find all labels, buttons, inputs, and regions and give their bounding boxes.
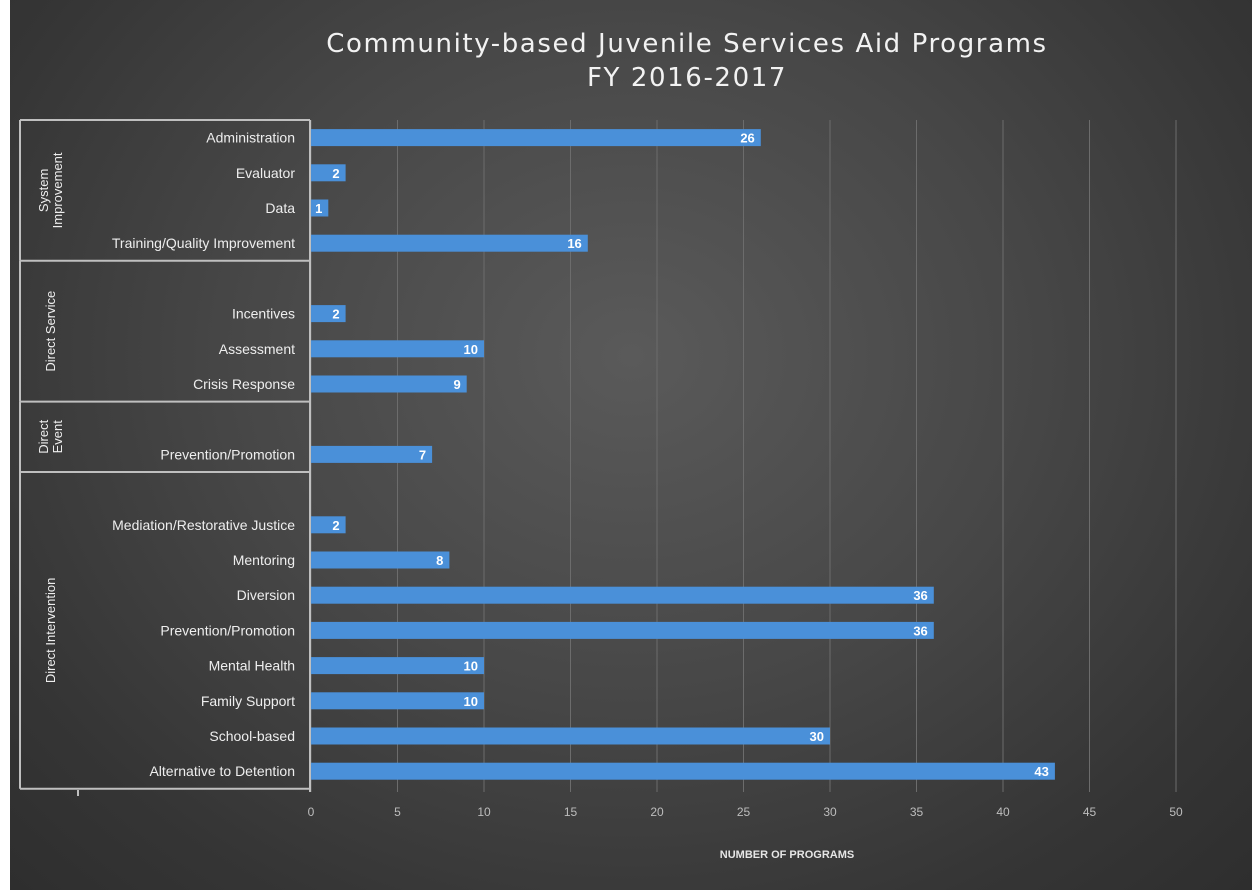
group-brackets <box>19 119 311 796</box>
category-label: Administration <box>206 130 295 146</box>
bar <box>311 199 329 217</box>
bar <box>311 727 830 745</box>
category-label: Mental Health <box>209 658 295 674</box>
category-labels: Administration Evaluator Data Training/Qual… <box>36 130 295 780</box>
group-label: Direct Intervention <box>43 578 58 684</box>
x-tick-label: 5 <box>394 805 401 819</box>
category-label: Prevention/Promotion <box>160 622 295 638</box>
x-tick-label: 40 <box>996 805 1010 819</box>
category-label: Crisis Response <box>193 376 295 392</box>
category-label: Data <box>265 200 295 216</box>
category-label: Mentoring <box>233 552 295 568</box>
group-label: Direct <box>36 419 51 453</box>
bar <box>311 129 761 147</box>
bar-value-label: 8 <box>436 553 443 568</box>
x-tick-label: 35 <box>910 805 924 819</box>
x-axis-ticks: 0 5 10 15 20 25 30 35 40 45 50 <box>308 805 1183 819</box>
bar-value-label: 9 <box>453 377 460 392</box>
bar <box>311 516 346 534</box>
x-tick-label: 15 <box>564 805 578 819</box>
bar <box>311 692 484 710</box>
category-label: Family Support <box>201 693 295 709</box>
group-label: Direct Service <box>43 291 58 372</box>
bar <box>311 305 346 323</box>
category-label: Evaluator <box>236 165 295 181</box>
chart-title: Community-based Juvenile Services Aid Pr… <box>326 29 1047 59</box>
grid-lines <box>310 120 1177 792</box>
bar <box>311 375 467 393</box>
x-tick-label: 30 <box>823 805 837 819</box>
category-label: Training/Quality Improvement <box>112 235 295 251</box>
bar <box>311 551 450 569</box>
bar-value-label: 2 <box>332 166 339 181</box>
bar-value-label: 36 <box>913 623 927 638</box>
bar-value-label: 26 <box>740 131 754 146</box>
category-label: Incentives <box>232 306 295 322</box>
bar-value-label: 43 <box>1034 764 1048 779</box>
bar <box>311 164 346 182</box>
bar-value-label: 7 <box>419 447 426 462</box>
bar-value-label: 10 <box>464 659 478 674</box>
bar-value-label: 36 <box>913 588 927 603</box>
x-axis-title: NUMBER OF PROGRAMS <box>720 849 854 861</box>
bar <box>311 621 934 639</box>
x-tick-label: 20 <box>650 805 664 819</box>
group-label: Improvement <box>50 152 65 228</box>
category-label: Alternative to Detention <box>149 763 295 779</box>
group-label: Event <box>50 420 65 454</box>
category-label: Mediation/Restorative Justice <box>112 517 295 533</box>
chart-subtitle: FY 2016-2017 <box>587 63 787 93</box>
category-label: School-based <box>209 728 295 744</box>
x-tick-label: 45 <box>1083 805 1097 819</box>
bar <box>311 340 484 358</box>
x-tick-label: 25 <box>737 805 751 819</box>
x-tick-label: 0 <box>308 805 315 819</box>
x-tick-label: 50 <box>1169 805 1183 819</box>
group-label: System <box>36 169 51 212</box>
bar <box>311 586 934 604</box>
bar-value-label: 10 <box>464 342 478 357</box>
bar-value-label: 1 <box>315 201 322 216</box>
category-label: Assessment <box>219 341 295 357</box>
bar-value-label: 16 <box>567 236 581 251</box>
bar-value-label: 2 <box>332 307 339 322</box>
bar-value-label: 10 <box>464 694 478 709</box>
bar <box>311 762 1055 780</box>
bar-value-label: 2 <box>332 518 339 533</box>
x-tick-label: 10 <box>477 805 491 819</box>
category-label: Diversion <box>237 587 295 603</box>
bar-value-label: 30 <box>810 729 824 744</box>
category-label: Prevention/Promotion <box>160 446 295 462</box>
bar <box>311 657 484 675</box>
bar <box>311 234 588 252</box>
bar <box>311 445 433 463</box>
